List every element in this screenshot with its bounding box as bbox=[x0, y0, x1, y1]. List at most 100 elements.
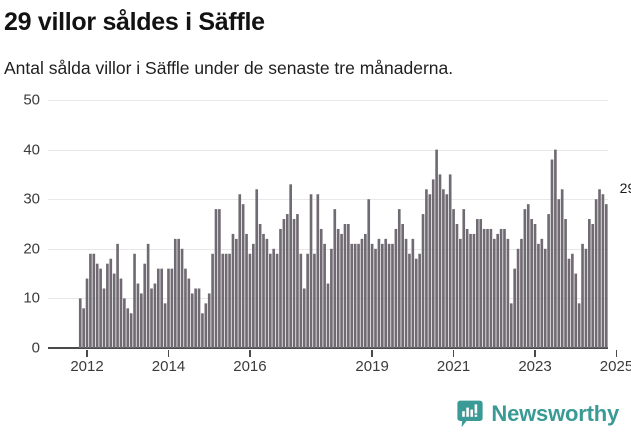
bar bbox=[591, 224, 595, 348]
bar bbox=[547, 214, 550, 348]
bar bbox=[577, 303, 581, 348]
bar-chart-speech-bubble-icon bbox=[457, 400, 484, 428]
bar bbox=[238, 194, 242, 348]
x-axis-tick-label: 2025 bbox=[599, 358, 631, 375]
bar bbox=[560, 189, 564, 348]
page-title: 29 villor såldes i Säffle bbox=[4, 8, 265, 36]
y-axis-tick-label: 40 bbox=[23, 141, 40, 159]
bar bbox=[564, 219, 567, 348]
bar bbox=[112, 273, 116, 348]
bar bbox=[140, 293, 143, 348]
bar bbox=[163, 303, 167, 348]
bar bbox=[428, 194, 432, 348]
bar bbox=[268, 253, 272, 348]
bar bbox=[177, 238, 180, 348]
bar bbox=[167, 268, 170, 348]
bar bbox=[255, 189, 259, 348]
bar bbox=[333, 209, 337, 348]
x-axis-tick-mark bbox=[249, 350, 251, 357]
bar bbox=[598, 189, 601, 348]
x-axis-tick-mark bbox=[371, 350, 373, 357]
bar bbox=[252, 243, 255, 348]
bar bbox=[391, 243, 394, 348]
bar bbox=[462, 209, 466, 348]
bar bbox=[285, 214, 289, 348]
bar bbox=[554, 149, 557, 348]
bar bbox=[442, 189, 445, 348]
newsworthy-logo[interactable]: Newsworthy bbox=[457, 399, 619, 429]
bar bbox=[380, 243, 384, 348]
x-axis-tick-mark bbox=[615, 350, 618, 357]
bar bbox=[513, 268, 516, 348]
bar bbox=[116, 243, 119, 348]
bar bbox=[89, 253, 92, 348]
x-axis-tick-label: 2016 bbox=[233, 358, 267, 375]
bar bbox=[503, 228, 506, 348]
bar bbox=[526, 204, 530, 348]
x-axis-tick-label: 2019 bbox=[355, 358, 389, 375]
bar bbox=[201, 313, 204, 348]
y-axis-tick-label: 30 bbox=[23, 190, 40, 208]
bar bbox=[435, 149, 438, 348]
bar bbox=[119, 278, 123, 348]
bar bbox=[411, 238, 415, 348]
bar bbox=[506, 238, 510, 348]
x-axis-line bbox=[48, 347, 608, 349]
bar bbox=[102, 288, 106, 348]
bar bbox=[235, 238, 238, 348]
gridline bbox=[48, 149, 608, 151]
bar bbox=[394, 228, 398, 348]
bar bbox=[343, 224, 347, 348]
bar bbox=[340, 233, 343, 348]
bar bbox=[214, 209, 218, 348]
bar bbox=[109, 258, 113, 348]
bar bbox=[153, 283, 157, 348]
y-axis-tick-label: 0 bbox=[31, 339, 40, 357]
bar bbox=[360, 238, 364, 348]
bar bbox=[374, 248, 377, 348]
bar bbox=[408, 253, 411, 348]
bar bbox=[187, 278, 191, 348]
y-axis-tick-label: 50 bbox=[23, 91, 40, 109]
bar bbox=[567, 258, 571, 348]
bar bbox=[248, 253, 252, 348]
bar bbox=[194, 288, 197, 348]
bar bbox=[190, 293, 194, 348]
bar bbox=[241, 204, 245, 348]
x-axis-tick-label: 2021 bbox=[436, 358, 471, 375]
bar bbox=[530, 219, 533, 348]
bar bbox=[421, 214, 425, 348]
bar bbox=[136, 283, 140, 348]
bar bbox=[459, 238, 462, 348]
bar bbox=[486, 228, 489, 348]
bar bbox=[133, 253, 136, 348]
x-axis-tick-label: 2012 bbox=[70, 358, 104, 375]
bar bbox=[574, 273, 578, 348]
bar bbox=[377, 238, 381, 348]
bar bbox=[99, 268, 102, 348]
bar bbox=[82, 308, 85, 348]
bar bbox=[204, 303, 208, 348]
bar bbox=[184, 268, 187, 348]
bar bbox=[231, 233, 235, 348]
bar bbox=[160, 268, 164, 348]
bar bbox=[404, 238, 408, 348]
bar bbox=[95, 263, 99, 348]
bar bbox=[516, 248, 520, 348]
bar bbox=[78, 298, 82, 348]
bar bbox=[129, 313, 133, 348]
bar bbox=[540, 238, 544, 348]
bar bbox=[85, 278, 89, 348]
bar bbox=[476, 219, 479, 348]
bar bbox=[472, 233, 476, 348]
bar bbox=[499, 228, 503, 348]
bar bbox=[279, 228, 282, 348]
bar bbox=[207, 293, 211, 348]
bar bbox=[258, 224, 262, 348]
bar bbox=[401, 224, 404, 348]
brand-name: Newsworthy bbox=[491, 401, 619, 426]
bar bbox=[387, 243, 391, 348]
bar bbox=[211, 253, 214, 348]
bar bbox=[543, 248, 547, 348]
bar bbox=[452, 209, 455, 348]
